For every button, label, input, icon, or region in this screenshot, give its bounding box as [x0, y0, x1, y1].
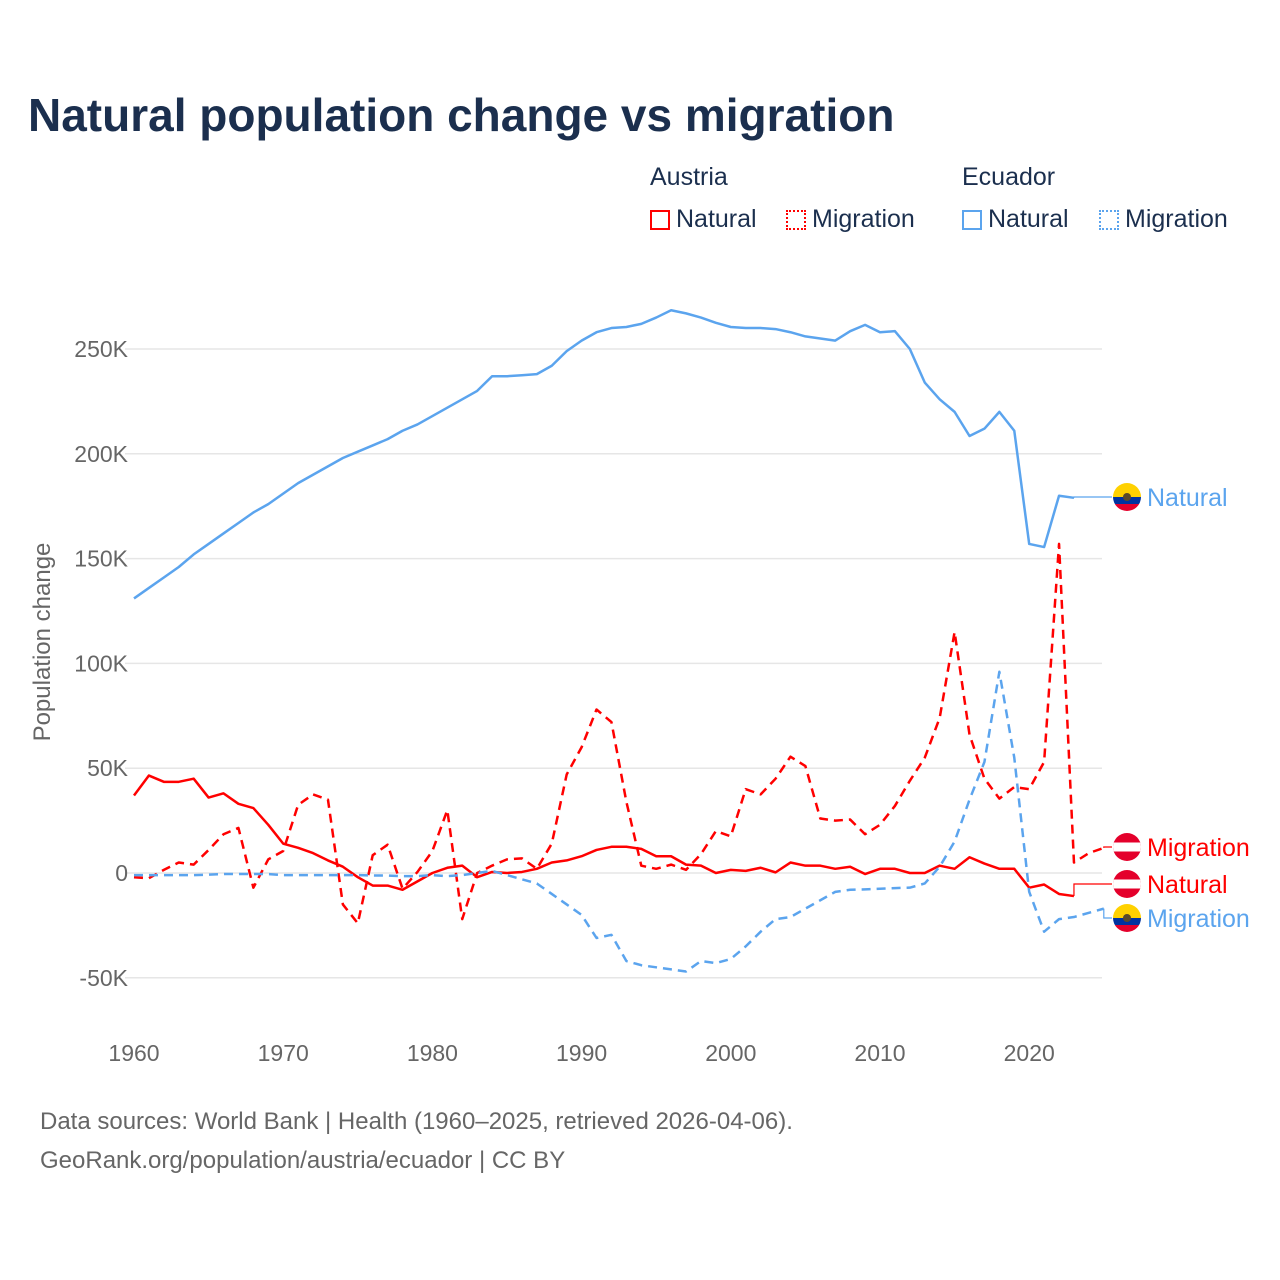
solid-swatch-icon [962, 209, 982, 230]
y-tick-label: 50K [87, 755, 129, 781]
x-tick-label: 1970 [258, 1040, 309, 1066]
y-axis-title: Population change [29, 543, 56, 742]
legend-austria-natural[interactable]: Natural [650, 205, 757, 234]
y-tick-label: 200K [74, 441, 128, 467]
legend-ecuador-natural[interactable]: Natural [962, 205, 1069, 234]
x-tick-label: 1990 [556, 1040, 607, 1066]
flag-yellow [1113, 483, 1141, 497]
legend-ecuador-migration[interactable]: Migration [1099, 205, 1228, 234]
x-tick-label: 2010 [854, 1040, 905, 1066]
chart-title: Natural population change vs migration [28, 89, 895, 141]
ecuador-natural-line [133, 308, 1075, 600]
austria-flag-icon [1113, 833, 1141, 861]
label-connector [1103, 908, 1112, 919]
legend-label: Natural [676, 205, 757, 233]
y-tick-label: 0 [115, 860, 128, 886]
ecuador-migration-line [134, 670, 1105, 973]
flag-stripes [1113, 870, 1141, 898]
flag-emblem [1123, 914, 1131, 922]
flag-stripes [1113, 483, 1141, 511]
label-connector [1073, 883, 1112, 897]
x-tick-label: 2020 [1004, 1040, 1055, 1066]
x-tick-label: 2000 [705, 1040, 756, 1066]
flag-white [1113, 842, 1141, 852]
austria-flag-icon [1113, 870, 1141, 898]
y-tick-label: 250K [74, 336, 128, 362]
legend-label: Natural [988, 205, 1069, 233]
end-label: Natural [1147, 484, 1228, 512]
flag-stripes [1113, 833, 1141, 861]
dotted-swatch-icon [786, 209, 806, 230]
y-tick-label: 150K [74, 546, 128, 572]
solid-swatch-icon [650, 209, 670, 230]
legend-label: Migration [1125, 205, 1228, 233]
flag-stripes [1113, 904, 1141, 932]
legend-austria-migration[interactable]: Migration [786, 205, 915, 234]
end-label: Migration [1147, 834, 1250, 862]
x-tick-label: 1980 [407, 1040, 458, 1066]
legend-group-austria: Austria [650, 163, 728, 191]
y-tick-label: -50K [79, 965, 128, 991]
end-label: Natural [1147, 871, 1228, 899]
footer-sources: Data sources: World Bank | Health (1960–… [40, 1108, 793, 1135]
legend-label: Migration [812, 205, 915, 233]
label-connector [1073, 496, 1112, 498]
ecuador-flag-icon [1113, 483, 1141, 511]
y-tick-label: 100K [74, 650, 128, 676]
end-label: Migration [1147, 905, 1250, 933]
label-connector [1103, 846, 1112, 848]
austria-migration-line [133, 542, 1105, 925]
footer-attribution: GeoRank.org/population/austria/ecuador |… [40, 1147, 566, 1174]
flag-white [1113, 879, 1141, 889]
flag-red [1113, 504, 1141, 511]
x-tick-label: 1960 [108, 1040, 159, 1066]
flag-yellow [1113, 904, 1141, 918]
flag-red [1113, 925, 1141, 932]
dotted-swatch-icon [1099, 209, 1119, 230]
austria-natural-line [132, 774, 1075, 898]
legend-group-ecuador: Ecuador [962, 163, 1056, 191]
ecuador-flag-icon [1113, 904, 1141, 932]
flag-emblem [1123, 493, 1131, 501]
